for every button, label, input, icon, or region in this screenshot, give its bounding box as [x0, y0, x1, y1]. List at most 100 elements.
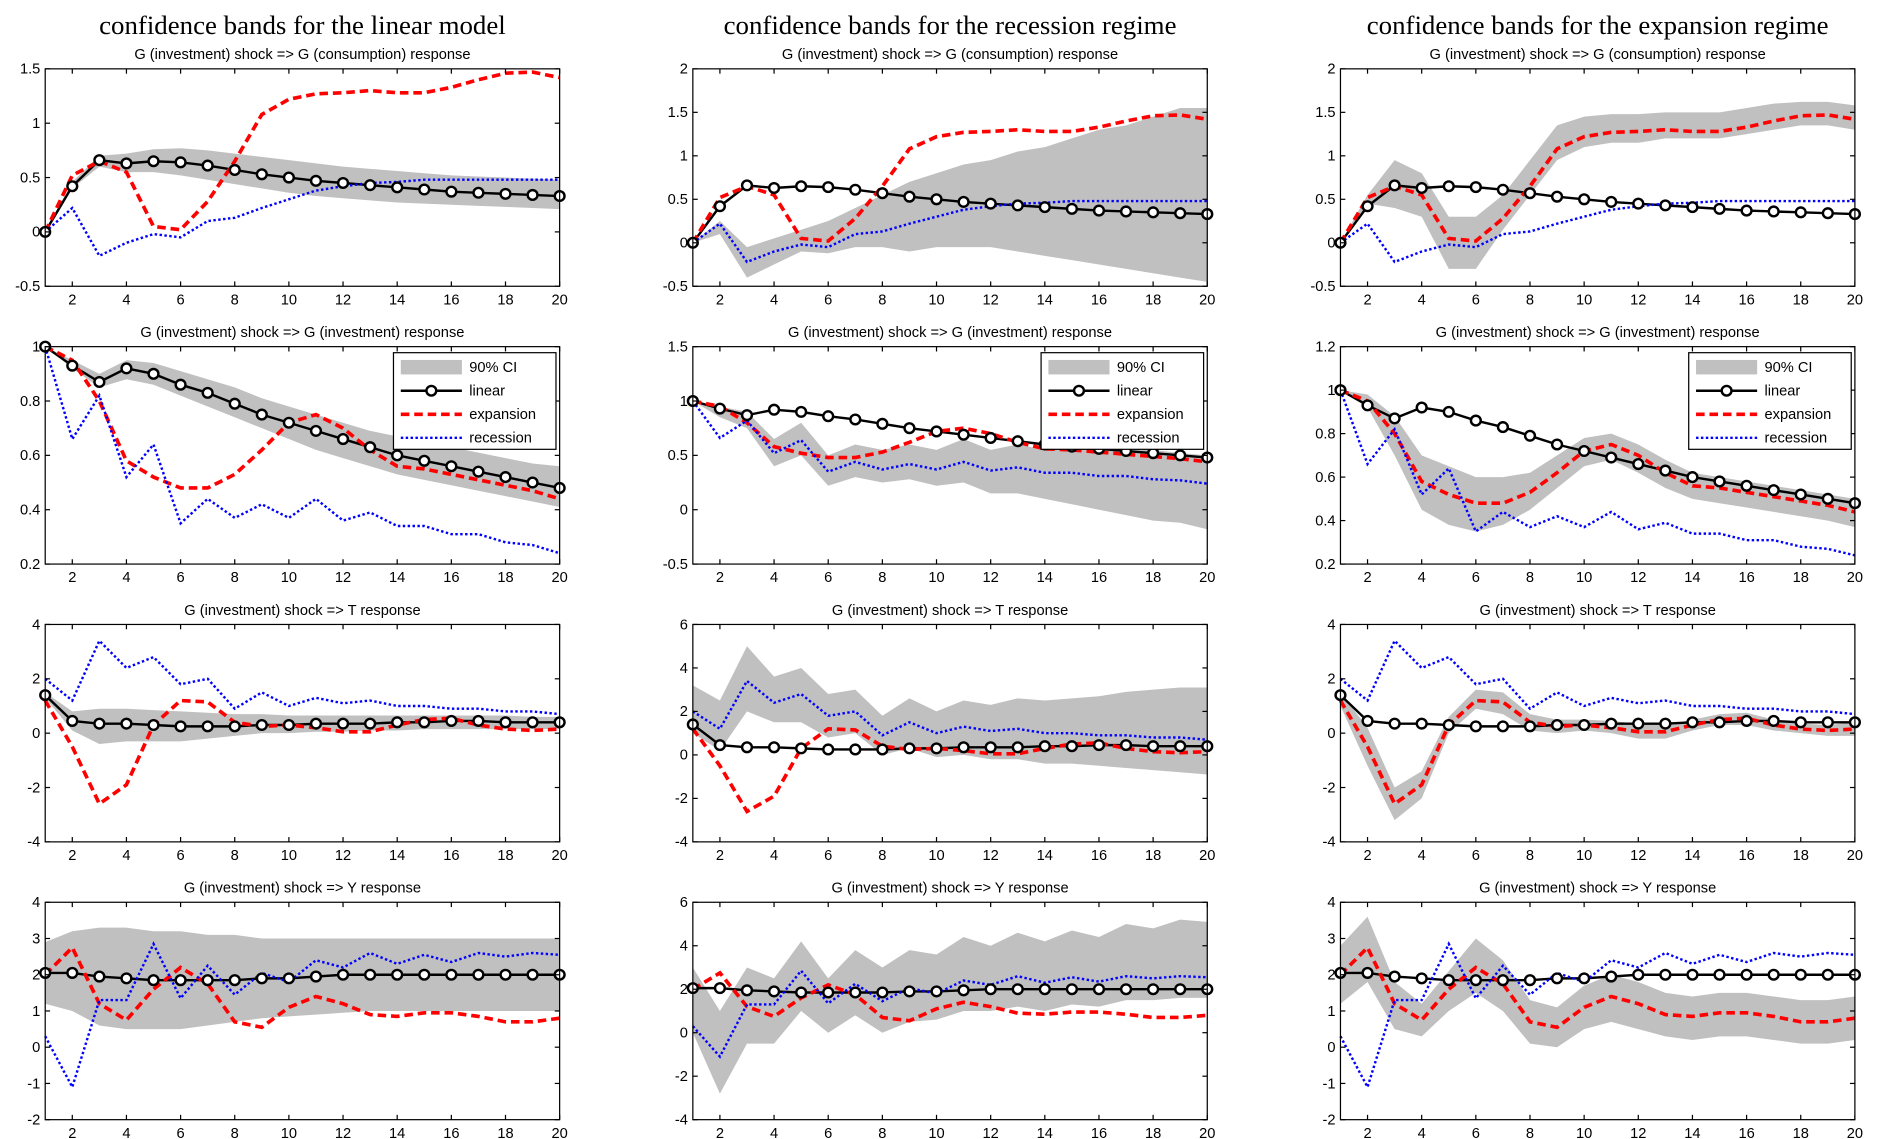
confidence-band: [692, 107, 1208, 282]
y-tick-label: 0: [32, 726, 40, 742]
x-tick-label: 8: [231, 570, 239, 586]
marker: [228, 163, 241, 176]
marker: [364, 179, 377, 192]
y-tick-label: 0: [680, 748, 688, 764]
marker: [903, 422, 916, 435]
marker: [1361, 714, 1374, 727]
marker: [1794, 206, 1807, 219]
marker: [1686, 968, 1699, 981]
marker: [174, 156, 187, 169]
x-tick-label: 14: [389, 1126, 405, 1139]
confidence-band: [1340, 916, 1855, 1048]
marker: [445, 460, 458, 473]
marker: [876, 417, 889, 430]
marker: [526, 476, 539, 489]
x-tick-label: 10: [1576, 1126, 1592, 1139]
y-tick-label: 1.5: [20, 62, 40, 78]
marker: [1119, 739, 1133, 752]
marker: [1174, 740, 1187, 753]
marker: [1011, 199, 1024, 212]
marker: [957, 741, 970, 754]
marker: [201, 159, 214, 172]
marker: [713, 739, 727, 752]
x-tick-label: 4: [1418, 1126, 1426, 1139]
x-tick-label: 14: [389, 570, 405, 586]
x-tick-label: 8: [878, 570, 886, 586]
y-tick-label: 3: [1327, 931, 1335, 947]
marker: [120, 362, 133, 375]
x-tick-label: 10: [281, 292, 297, 308]
marker: [174, 720, 187, 733]
x-tick-label: 18: [497, 570, 513, 586]
marker: [499, 187, 512, 200]
x-tick-label: 8: [1526, 292, 1534, 308]
marker: [903, 742, 916, 755]
confidence-band: [1340, 390, 1855, 532]
marker: [174, 378, 187, 391]
marker: [255, 972, 268, 985]
marker: [1388, 970, 1401, 983]
y-tick-label: 6: [680, 617, 688, 633]
marker: [309, 970, 323, 983]
y-tick-label: -4: [27, 835, 40, 851]
marker: [120, 972, 133, 985]
series-line: [1339, 638, 1856, 716]
y-tick-label: 0.5: [668, 192, 688, 208]
marker: [1147, 206, 1160, 219]
marker: [418, 716, 431, 729]
series-line: [691, 400, 1208, 485]
x-tick-label: 18: [497, 1126, 513, 1139]
x-tick-label: 14: [1684, 570, 1700, 586]
x-tick-label: 16: [1091, 570, 1107, 586]
x-tick-label: 20: [551, 292, 567, 308]
y-tick-label: 4: [680, 661, 688, 677]
x-tick-label: 20: [1199, 570, 1215, 586]
y-tick-label: -4: [675, 835, 688, 851]
marker: [391, 968, 404, 981]
marker: [713, 982, 727, 995]
marker: [391, 181, 404, 194]
subplot-title: G (investment) shock => Y response: [1479, 881, 1716, 897]
y-tick-label: 1: [1327, 1004, 1335, 1020]
marker: [1496, 183, 1510, 196]
marker: [1361, 966, 1374, 979]
marker: [364, 968, 377, 981]
marker: [93, 154, 106, 167]
y-tick-label: 1: [680, 394, 688, 410]
y-tick-label: -0.5: [663, 557, 688, 573]
marker: [1442, 974, 1455, 987]
marker: [147, 367, 160, 380]
legend-label: recession: [1117, 431, 1180, 447]
y-tick-label: 1: [680, 149, 688, 165]
marker: [147, 718, 160, 732]
y-tick-label: 4: [680, 939, 688, 955]
marker: [930, 742, 943, 755]
marker: [957, 195, 970, 208]
x-tick-label: 2: [68, 848, 76, 864]
x-tick-label: 4: [122, 848, 130, 864]
y-tick-label: -2: [675, 1069, 688, 1085]
y-tick-label: 2: [32, 968, 40, 984]
x-tick-label: 14: [1684, 848, 1700, 864]
marker: [849, 986, 862, 999]
x-tick-label: 8: [1526, 1126, 1534, 1139]
x-tick-label: 16: [443, 848, 459, 864]
x-tick-label: 8: [878, 848, 886, 864]
marker: [740, 984, 754, 997]
legend-label: 90% CI: [469, 360, 517, 376]
x-tick-label: 20: [1847, 1126, 1863, 1139]
x-tick-label: 10: [281, 570, 297, 586]
y-tick-label: 0: [680, 236, 688, 252]
y-tick-label: -2: [1323, 780, 1336, 796]
subplot-title: G (investment) shock => G (investment) r…: [140, 325, 464, 341]
subplot: G (investment) shock => G (investment) r…: [1315, 325, 1863, 586]
y-tick-label: -1: [1323, 1076, 1336, 1092]
legend-label: recession: [1764, 431, 1827, 447]
series-line: [691, 968, 1208, 1059]
marker: [795, 180, 808, 193]
marker: [1659, 968, 1672, 981]
y-tick-label: -2: [675, 791, 688, 807]
subplot-title: G (investment) shock => T response: [832, 603, 1068, 619]
marker: [66, 359, 79, 372]
